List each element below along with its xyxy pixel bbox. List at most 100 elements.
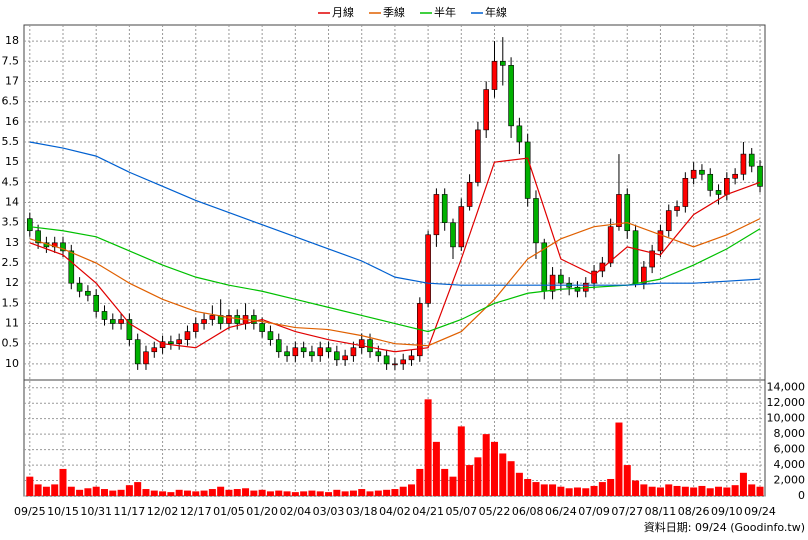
volume-bar xyxy=(217,486,225,496)
candle-body xyxy=(624,194,631,232)
candle-body xyxy=(126,319,133,340)
y-tick-label: 7.5 xyxy=(2,54,20,67)
x-tick-label: 07/27 xyxy=(611,505,643,518)
candle-body xyxy=(284,351,290,357)
candle-body xyxy=(607,226,614,264)
candle-body xyxy=(732,173,738,179)
x-tick-label: 01/20 xyxy=(246,505,278,518)
volume-bar xyxy=(623,465,631,496)
moving-average-line xyxy=(29,226,761,333)
candle-body xyxy=(93,294,99,312)
y-tick-label: 17 xyxy=(5,74,19,87)
x-tick-label: 08/26 xyxy=(678,505,710,518)
volume-bar xyxy=(424,399,432,496)
candle-body xyxy=(533,198,539,244)
volume-bar xyxy=(598,482,606,496)
candle-body xyxy=(209,315,216,320)
volume-bar xyxy=(109,490,117,496)
x-tick-label: 08/11 xyxy=(645,505,677,518)
volume-bar xyxy=(573,487,581,496)
candle-body xyxy=(549,274,556,292)
volume-bar xyxy=(399,486,407,496)
x-tick-label: 05/22 xyxy=(479,505,511,518)
candle-body xyxy=(392,363,398,366)
y2-tick-label: 0 xyxy=(798,489,805,502)
x-tick-label: 10/15 xyxy=(47,505,79,518)
y2-tick-label: 14,000 xyxy=(767,381,806,394)
volume-bar xyxy=(706,488,714,496)
x-tick-label: 06/24 xyxy=(545,505,577,518)
volume-bar xyxy=(266,491,274,496)
volume-bar xyxy=(316,491,324,496)
y-tick-label: 16 xyxy=(5,115,19,128)
volume-bar xyxy=(134,482,142,496)
candle-body xyxy=(375,351,382,357)
candle-body xyxy=(76,282,83,292)
y-tick-label: 1.5 xyxy=(2,296,20,309)
volume-bar xyxy=(698,485,706,496)
x-tick-label: 09/10 xyxy=(711,505,743,518)
candle-body xyxy=(317,347,324,357)
volume-bar xyxy=(723,487,731,496)
candle-body xyxy=(184,331,191,340)
y2-tick-label: 4,000 xyxy=(774,458,806,471)
volume-bar xyxy=(192,491,200,496)
volume-bar xyxy=(507,461,515,496)
candle-body xyxy=(748,153,755,167)
candle-body xyxy=(441,194,448,223)
candle-body xyxy=(632,230,639,284)
candle-body xyxy=(641,266,647,284)
volume-bar xyxy=(358,489,366,496)
volume-bar xyxy=(183,490,191,496)
volume-bar xyxy=(258,489,266,496)
volume-bar xyxy=(565,488,573,496)
candle-body xyxy=(574,286,581,292)
volume-bar xyxy=(432,441,440,496)
volume-bar xyxy=(225,489,233,496)
volume-bar xyxy=(582,488,590,496)
candle-body xyxy=(400,359,407,365)
y-tick-label: 18 xyxy=(5,34,19,47)
y-tick-label: 13 xyxy=(5,236,19,249)
volume-bar xyxy=(615,422,623,496)
candle-body xyxy=(682,177,689,207)
candle-body xyxy=(408,355,415,361)
volume-bar xyxy=(374,490,382,496)
candle-body xyxy=(516,125,523,143)
volume-bar xyxy=(490,441,498,496)
y-tick-label: 2.5 xyxy=(2,256,20,269)
candle-body xyxy=(499,61,506,66)
volume-bar xyxy=(524,478,532,496)
volume-bar xyxy=(291,492,299,496)
candle-body xyxy=(450,222,456,248)
volume-bar xyxy=(441,468,449,496)
candle-body xyxy=(740,153,747,175)
y-tick-label: 6.5 xyxy=(2,95,20,108)
volume-bar xyxy=(333,489,341,496)
candle-body xyxy=(358,339,365,349)
candle-body xyxy=(176,339,182,344)
candle-body xyxy=(433,194,440,236)
x-tick-label: 10/31 xyxy=(80,505,112,518)
y2-tick-label: 2,000 xyxy=(774,474,806,487)
x-tick-label: 02/04 xyxy=(279,505,311,518)
candle-body xyxy=(134,339,141,365)
x-tick-label: 05/07 xyxy=(445,505,477,518)
y-tick-label: 11 xyxy=(5,317,19,330)
volume-bar xyxy=(640,484,648,496)
volume-bar xyxy=(283,491,291,496)
legend-label: 季線 xyxy=(383,5,405,19)
volume-bar xyxy=(499,453,507,496)
volume-bar xyxy=(51,484,59,496)
candle-body xyxy=(143,351,149,365)
candle-body xyxy=(151,347,158,353)
candle-body xyxy=(699,169,705,175)
volume-bar xyxy=(117,489,125,496)
volume-bar xyxy=(715,486,723,496)
candle-body xyxy=(118,319,124,324)
candle-body xyxy=(334,351,340,361)
volume-bar xyxy=(167,492,175,496)
volume-bar xyxy=(159,491,167,496)
y-tick-label: 12 xyxy=(5,276,19,289)
candle-body xyxy=(425,234,431,304)
